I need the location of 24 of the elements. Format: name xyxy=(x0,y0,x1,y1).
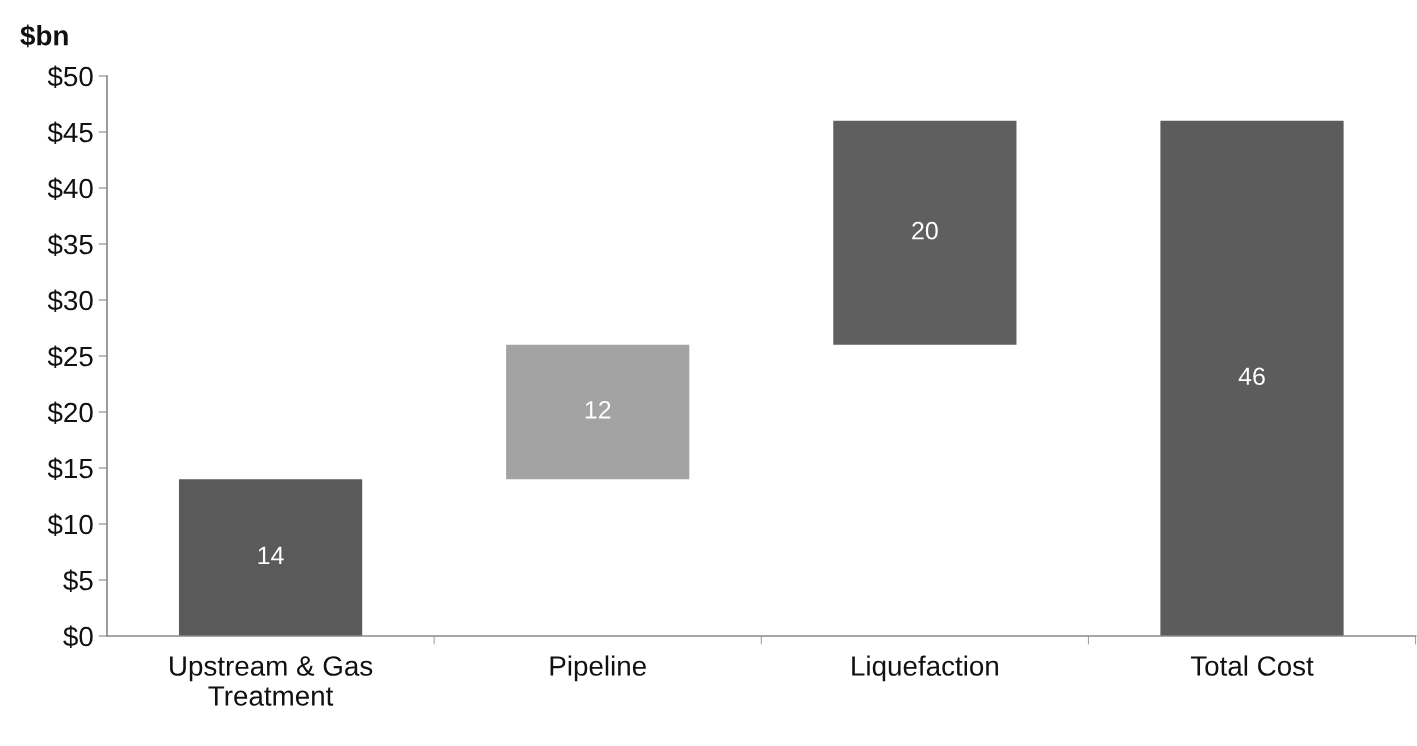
y-tick-label: $20 xyxy=(47,401,93,424)
x-tick-label: Upstream & Gas Treatment xyxy=(170,656,373,706)
bar xyxy=(178,479,363,636)
x-tick-label: Liquefaction xyxy=(852,655,998,682)
data-label: 12 xyxy=(585,401,611,419)
data-label: 14 xyxy=(258,546,284,565)
y-tick-label: $30 xyxy=(47,289,93,312)
y-tick-label: $5 xyxy=(63,569,93,592)
x-tick-label: Total Cost xyxy=(1190,655,1314,676)
data-label: 46 xyxy=(1238,367,1265,386)
bar xyxy=(506,344,690,480)
y-tick-label: $45 xyxy=(47,121,93,144)
y-tick-label: $35 xyxy=(47,233,93,256)
x-tick-label: Pipeline xyxy=(550,655,646,682)
y-tick-label: $15 xyxy=(47,457,93,480)
y-tick-label: $10 xyxy=(47,513,93,536)
y-tick-label: $0 xyxy=(63,625,93,648)
y-tick-label: $40 xyxy=(47,177,93,200)
y-tick-label: $50 xyxy=(47,65,93,88)
y-axis-title: $bn xyxy=(20,24,68,48)
bar xyxy=(833,120,1017,345)
bar xyxy=(1160,120,1344,636)
y-tick-label: $25 xyxy=(47,345,93,368)
data-label: 20 xyxy=(912,221,938,240)
